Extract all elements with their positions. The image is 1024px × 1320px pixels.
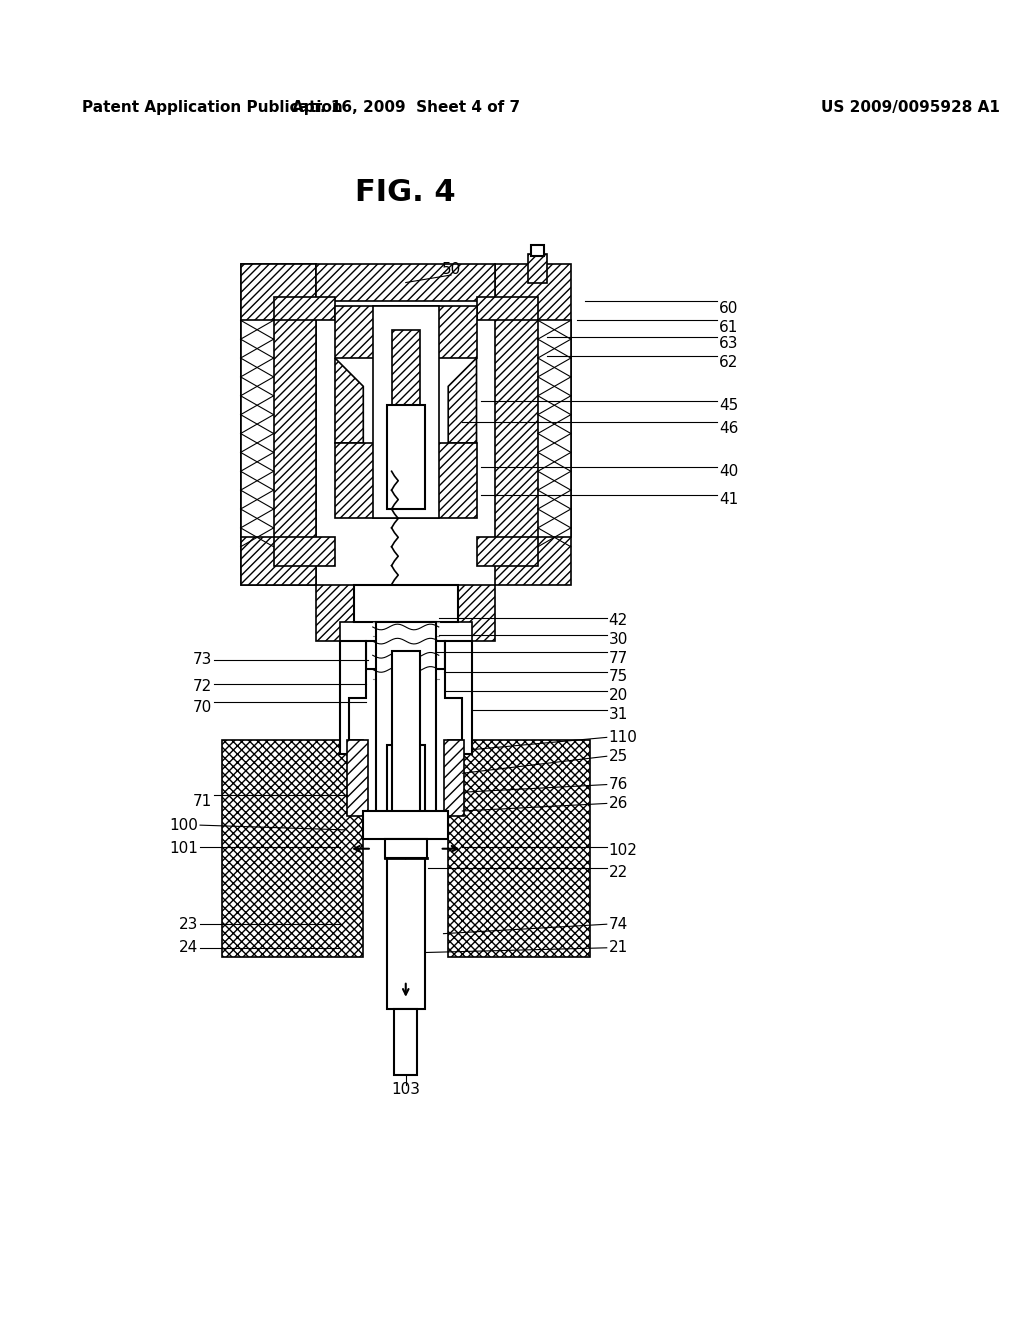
Bar — [367, 642, 445, 669]
Bar — [354, 585, 458, 622]
Text: FIG. 4: FIG. 4 — [355, 178, 456, 207]
Bar — [316, 264, 496, 301]
Text: 70: 70 — [194, 700, 212, 714]
Text: Patent Application Publication: Patent Application Publication — [82, 100, 343, 115]
Bar — [347, 741, 368, 816]
Bar — [376, 622, 436, 821]
Polygon shape — [438, 585, 496, 642]
Text: 26: 26 — [608, 796, 628, 810]
Bar — [476, 297, 538, 321]
Text: 22: 22 — [608, 865, 628, 880]
Text: 61: 61 — [719, 321, 738, 335]
Bar — [385, 840, 427, 858]
Text: 23: 23 — [179, 916, 199, 932]
Polygon shape — [316, 585, 373, 642]
Text: 21: 21 — [608, 940, 628, 956]
Polygon shape — [538, 321, 571, 537]
Text: Apr. 16, 2009  Sheet 4 of 7: Apr. 16, 2009 Sheet 4 of 7 — [292, 100, 520, 115]
Text: 60: 60 — [719, 301, 738, 317]
Bar — [443, 741, 464, 816]
Text: 40: 40 — [719, 463, 738, 479]
Text: 63: 63 — [719, 337, 738, 351]
Bar — [391, 330, 420, 405]
Text: 73: 73 — [193, 652, 212, 668]
Bar — [373, 306, 438, 519]
Bar — [387, 405, 425, 510]
Text: 25: 25 — [608, 748, 628, 764]
Bar — [335, 306, 476, 358]
Bar — [273, 537, 335, 566]
Text: 62: 62 — [719, 355, 738, 371]
Bar — [394, 1008, 417, 1076]
Bar — [364, 810, 449, 840]
Bar — [449, 741, 590, 957]
Text: 24: 24 — [179, 940, 199, 956]
Bar — [335, 444, 476, 519]
Polygon shape — [449, 358, 476, 444]
Polygon shape — [445, 642, 472, 754]
Bar — [391, 651, 420, 840]
Polygon shape — [241, 321, 273, 537]
Text: 110: 110 — [608, 730, 638, 744]
Text: 46: 46 — [719, 421, 738, 437]
Bar — [528, 255, 547, 282]
Bar — [531, 244, 545, 256]
Text: 41: 41 — [719, 492, 738, 507]
Text: 71: 71 — [194, 795, 212, 809]
Text: 42: 42 — [608, 612, 628, 628]
Text: 31: 31 — [608, 708, 628, 722]
Text: 102: 102 — [608, 843, 638, 858]
Polygon shape — [391, 840, 420, 858]
Text: 100: 100 — [169, 817, 199, 833]
Text: 103: 103 — [391, 1082, 420, 1097]
Text: 75: 75 — [608, 669, 628, 685]
Bar — [241, 264, 316, 585]
Text: 30: 30 — [608, 632, 628, 647]
Text: 101: 101 — [169, 841, 199, 857]
Bar — [241, 264, 316, 585]
Text: 72: 72 — [194, 678, 212, 694]
Bar — [387, 744, 425, 1008]
Text: US 2009/0095928 A1: US 2009/0095928 A1 — [821, 100, 999, 115]
Text: 77: 77 — [608, 651, 628, 665]
Bar — [273, 297, 335, 321]
Bar — [222, 741, 364, 957]
Bar — [476, 537, 538, 566]
Polygon shape — [340, 642, 367, 754]
Text: 20: 20 — [608, 688, 628, 704]
Text: 50: 50 — [441, 261, 461, 277]
Text: 45: 45 — [719, 397, 738, 413]
Polygon shape — [335, 358, 364, 444]
Text: 74: 74 — [608, 916, 628, 932]
Text: 76: 76 — [608, 777, 628, 792]
Bar — [496, 264, 571, 585]
